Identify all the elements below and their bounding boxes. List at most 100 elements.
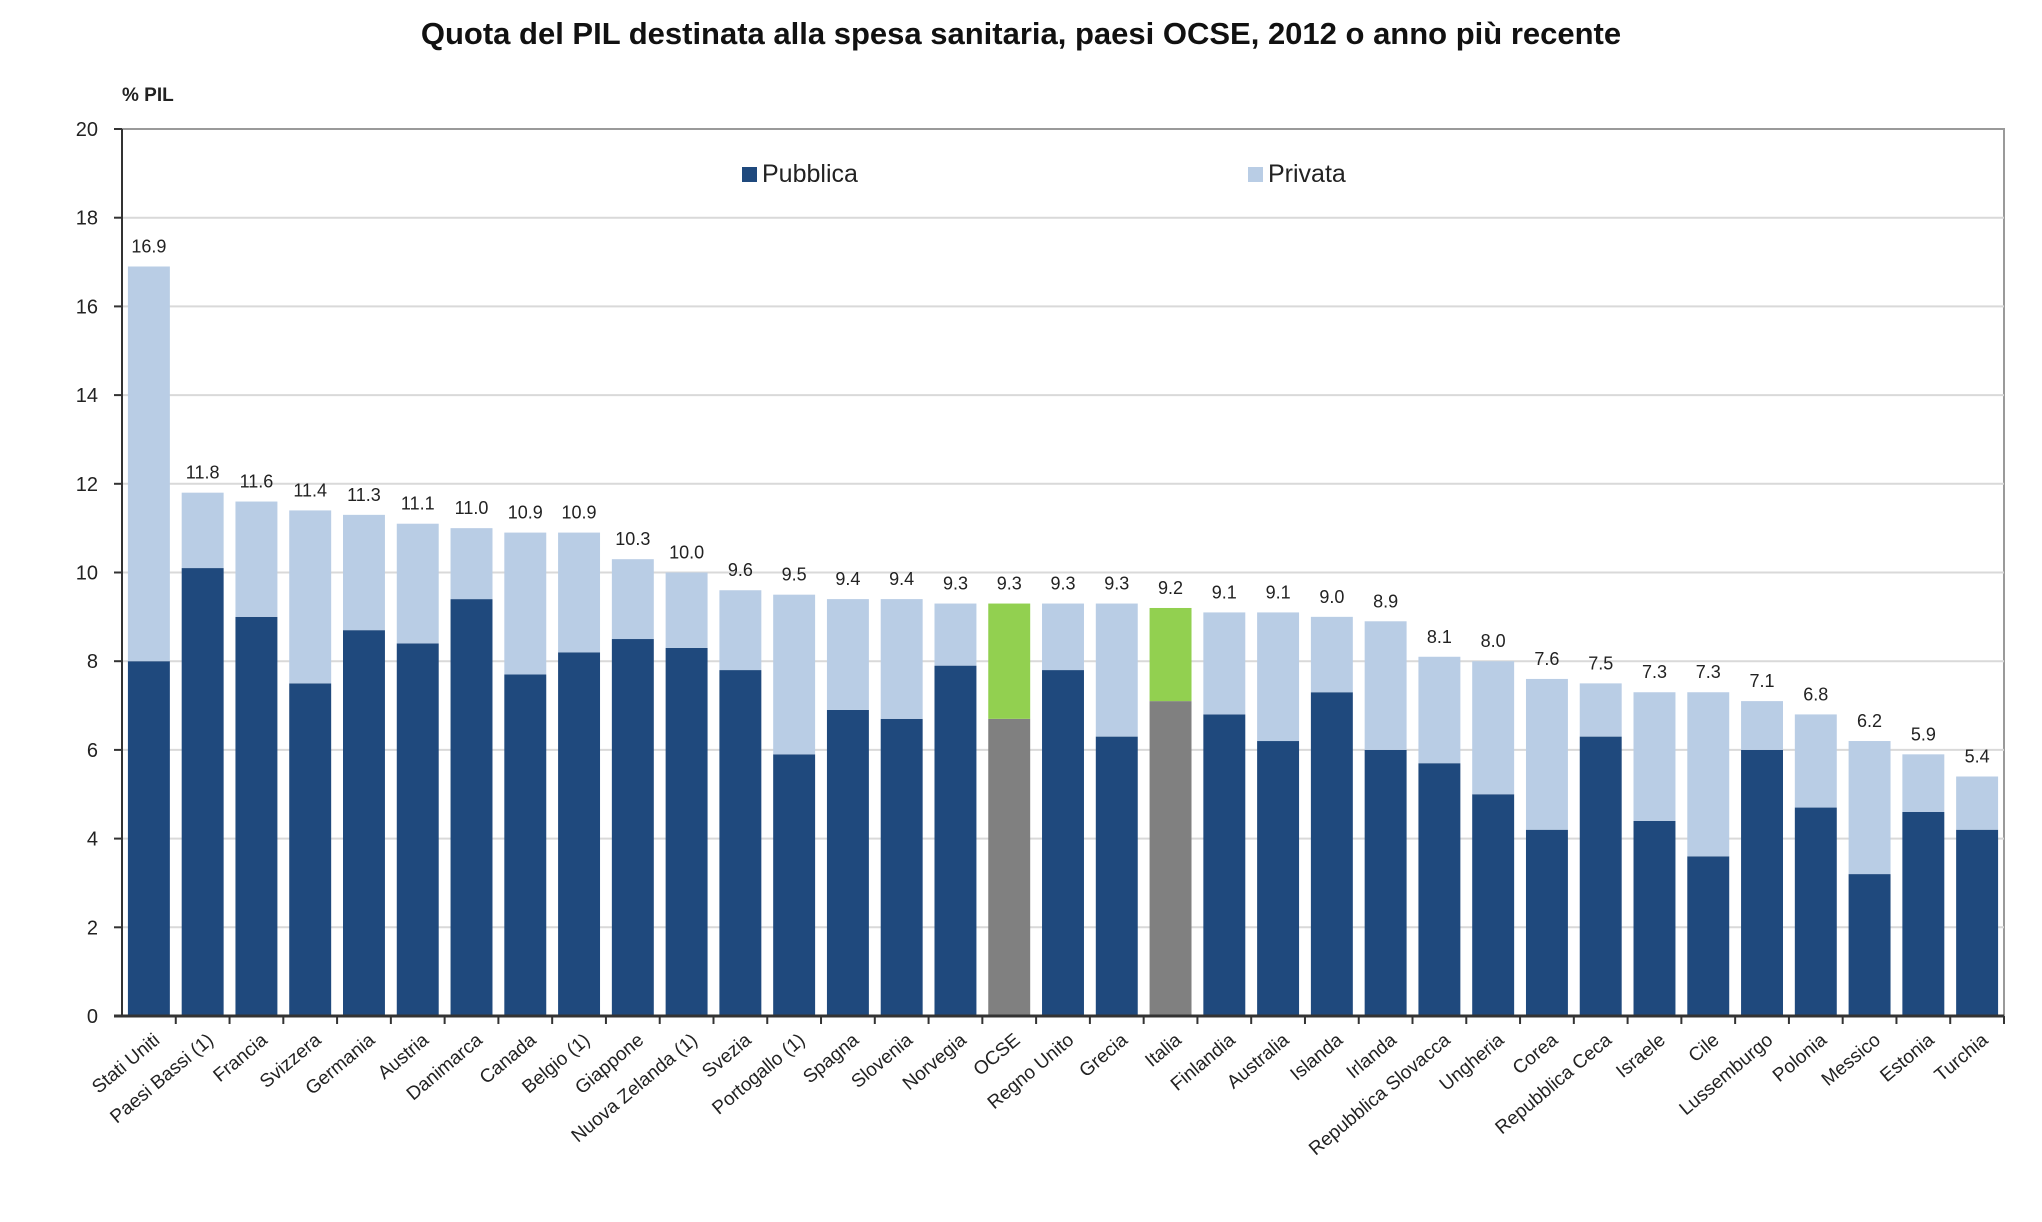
bar-pubblica bbox=[1364, 749, 1407, 1016]
bar-pubblica bbox=[1472, 794, 1515, 1016]
y-axis-label: % PIL bbox=[122, 85, 174, 106]
data-label: 11.0 bbox=[455, 498, 489, 518]
x-tick-label: Grecia bbox=[1076, 1029, 1133, 1081]
x-tick-label: Islanda bbox=[1287, 1029, 1348, 1085]
bar-pubblica bbox=[396, 643, 439, 1016]
data-label: 9.3 bbox=[1050, 574, 1075, 594]
bar-pubblica bbox=[826, 709, 869, 1016]
y-tick-label: 20 bbox=[76, 119, 98, 141]
bar-pubblica bbox=[934, 665, 977, 1016]
bar-privata bbox=[934, 603, 977, 666]
bar-pubblica bbox=[343, 630, 385, 1016]
bar-pubblica bbox=[1203, 714, 1246, 1016]
bar-pubblica bbox=[504, 674, 547, 1016]
data-label: 9.6 bbox=[728, 560, 753, 580]
x-tick-label: Lussemburgo bbox=[1676, 1030, 1778, 1120]
bar-privata bbox=[1794, 714, 1837, 808]
bar-privata bbox=[826, 599, 869, 710]
bar-privata bbox=[181, 492, 224, 569]
bar-pubblica bbox=[558, 652, 601, 1016]
bar-pubblica bbox=[1579, 736, 1622, 1016]
bar-privata bbox=[1149, 607, 1192, 702]
bar-pubblica bbox=[1095, 736, 1138, 1016]
bar-pubblica bbox=[773, 754, 816, 1016]
chart-title: Quota del PIL destinata alla spesa sanit… bbox=[420, 16, 1622, 51]
bar-privata bbox=[504, 532, 547, 675]
bar-pubblica bbox=[1848, 874, 1891, 1016]
bar-privata bbox=[235, 501, 278, 617]
data-label: 11.1 bbox=[401, 494, 435, 514]
bar-pubblica bbox=[880, 718, 923, 1016]
legend-pubblica-label: Pubblica bbox=[762, 160, 858, 188]
data-label: 6.2 bbox=[1857, 711, 1882, 731]
y-tick-label: 8 bbox=[87, 651, 98, 673]
bar-privata bbox=[1257, 612, 1300, 742]
bar-privata bbox=[1741, 701, 1783, 750]
bar-pubblica bbox=[1418, 763, 1461, 1016]
data-label: 9.2 bbox=[1158, 578, 1183, 598]
data-label: 9.1 bbox=[1212, 582, 1237, 602]
data-label: 8.9 bbox=[1373, 591, 1398, 611]
y-tick-label: 18 bbox=[76, 208, 98, 230]
x-tick-label: Cile bbox=[1685, 1030, 1724, 1067]
x-tick-label: Italia bbox=[1142, 1029, 1187, 1071]
data-label: 11.6 bbox=[240, 472, 274, 492]
data-label: 16.9 bbox=[131, 236, 166, 256]
bar-privata bbox=[450, 528, 493, 600]
bar-pubblica bbox=[1633, 820, 1676, 1016]
data-label: 9.5 bbox=[782, 565, 807, 585]
data-label: 9.4 bbox=[889, 569, 914, 589]
data-label: 9.0 bbox=[1319, 587, 1344, 607]
bar-privata bbox=[988, 603, 1031, 719]
y-tick-label: 12 bbox=[76, 474, 98, 496]
legend-pubblica-swatch bbox=[742, 167, 757, 182]
data-label: 8.1 bbox=[1427, 627, 1452, 647]
bar-privata bbox=[396, 523, 439, 644]
bar-privata bbox=[1956, 776, 1999, 830]
x-tick-label: Messico bbox=[1818, 1030, 1885, 1091]
bar-privata bbox=[665, 572, 708, 648]
bar-pubblica bbox=[665, 647, 708, 1016]
legend-privata-label: Privata bbox=[1268, 160, 1346, 188]
bar-pubblica bbox=[1310, 692, 1353, 1016]
bar-privata bbox=[880, 599, 923, 719]
y-tick-label: 14 bbox=[76, 385, 98, 407]
bar-privata bbox=[289, 510, 332, 684]
bar-privata bbox=[1848, 741, 1891, 875]
bar-pubblica bbox=[450, 599, 493, 1016]
x-tick-label: Portogallo (1) bbox=[708, 1030, 809, 1119]
y-tick-label: 16 bbox=[76, 296, 98, 318]
data-label: 7.5 bbox=[1588, 653, 1613, 673]
data-label: 10.9 bbox=[508, 503, 543, 523]
data-label: 8.0 bbox=[1481, 631, 1506, 651]
data-label: 9.4 bbox=[835, 569, 860, 589]
bar-pubblica bbox=[1794, 807, 1837, 1016]
bar-pubblica bbox=[1525, 829, 1568, 1016]
bar-pubblica bbox=[1902, 811, 1945, 1016]
bar-pubblica bbox=[1741, 749, 1783, 1016]
data-label: 5.9 bbox=[1911, 724, 1936, 744]
bar-privata bbox=[343, 514, 385, 631]
bar-pubblica bbox=[181, 568, 224, 1016]
data-label: 9.3 bbox=[997, 574, 1022, 594]
x-tick-label: Israele bbox=[1613, 1030, 1670, 1083]
data-label: 10.0 bbox=[669, 543, 704, 563]
bar-privata bbox=[1310, 616, 1353, 693]
bar-pubblica bbox=[988, 718, 1031, 1016]
bar-pubblica bbox=[719, 670, 762, 1016]
bar-pubblica bbox=[235, 616, 278, 1016]
data-label: 11.4 bbox=[293, 480, 327, 500]
y-tick-label: 4 bbox=[87, 829, 98, 851]
bar-privata bbox=[1203, 612, 1246, 715]
bar-privata bbox=[127, 266, 170, 662]
data-label: 7.1 bbox=[1750, 671, 1775, 691]
bar-privata bbox=[611, 559, 654, 640]
bar-privata bbox=[1525, 678, 1568, 830]
bar-pubblica bbox=[1042, 670, 1084, 1016]
y-tick-label: 6 bbox=[87, 740, 98, 762]
data-label: 9.3 bbox=[943, 574, 968, 594]
data-label: 9.1 bbox=[1266, 582, 1291, 602]
data-label: 11.3 bbox=[347, 485, 381, 505]
data-label: 5.4 bbox=[1965, 747, 1990, 767]
